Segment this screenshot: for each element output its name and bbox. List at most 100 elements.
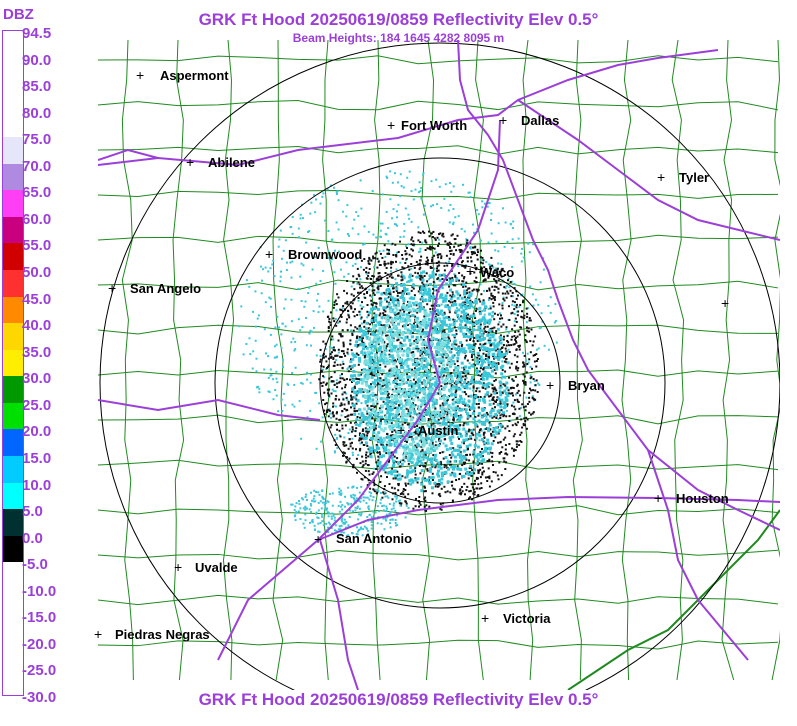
echo-pixel	[374, 329, 377, 332]
echo-pixel	[386, 405, 390, 408]
echo-pixel	[465, 382, 468, 385]
echo-pixel	[363, 325, 366, 328]
echo-pixel	[483, 428, 486, 431]
echo-pixel	[460, 283, 463, 286]
echo-pixel	[466, 412, 469, 416]
echo-pixel	[356, 314, 359, 316]
echo-pixel	[347, 432, 350, 434]
echo-pixel	[506, 453, 509, 456]
echo-pixel	[350, 329, 353, 332]
echo-pixel	[347, 402, 350, 405]
echo-pixel	[382, 331, 385, 334]
echo-pixel	[476, 288, 479, 291]
echo-pixel	[418, 412, 421, 415]
echo-pixel	[327, 357, 330, 360]
echo-pixel	[347, 400, 350, 403]
echo-pixel	[346, 280, 349, 282]
echo-pixel	[407, 459, 411, 462]
echo-pixel	[476, 290, 479, 293]
echo-pixel	[393, 297, 397, 301]
echo-pixel	[404, 482, 407, 485]
echo-pixel	[462, 474, 466, 478]
echo-pixel	[325, 360, 328, 363]
echo-pixel	[404, 421, 407, 424]
echo-pixel	[345, 461, 348, 464]
echo-pixel	[340, 414, 343, 417]
colorbar-tick-label: 50.0	[22, 264, 52, 282]
echo-pixel	[430, 180, 433, 183]
echo-pixel	[338, 320, 341, 323]
echo-pixel	[491, 365, 495, 369]
colorbar-tick-label: 0.0	[22, 529, 43, 547]
echo-pixel	[365, 456, 368, 459]
echo-pixel	[426, 424, 429, 427]
echo-pixel	[353, 410, 356, 413]
echo-pixel	[506, 425, 509, 428]
echo-pixel	[447, 325, 451, 329]
colorbar-tick-label: 40.0	[22, 317, 52, 335]
echo-pixel	[486, 333, 490, 337]
echo-pixel	[386, 314, 390, 318]
echo-pixel	[451, 435, 455, 439]
echo-pixel	[420, 296, 424, 300]
echo-pixel	[322, 192, 325, 195]
echo-pixel	[442, 418, 446, 422]
echo-pixel	[497, 279, 500, 282]
echo-pixel	[416, 442, 420, 446]
echo-pixel	[454, 448, 458, 452]
county-line	[771, 40, 780, 681]
echo-pixel	[496, 313, 499, 316]
echo-pixel	[463, 366, 466, 369]
echo-pixel	[413, 412, 417, 416]
echo-pixel	[260, 292, 263, 295]
echo-pixel	[449, 253, 452, 255]
echo-pixel	[464, 325, 468, 329]
colorbar-segment	[3, 137, 23, 165]
echo-pixel	[456, 292, 460, 296]
echo-pixel	[382, 448, 385, 451]
echo-pixel	[514, 408, 517, 411]
echo-pixel	[405, 398, 409, 402]
echo-pixel	[458, 492, 461, 495]
echo-pixel	[280, 347, 283, 349]
echo-pixel	[435, 320, 438, 323]
echo-pixel	[473, 231, 475, 234]
echo-pixel	[486, 476, 489, 479]
echo-pixel	[392, 331, 395, 334]
echo-pixel	[399, 461, 402, 464]
echo-pixel	[461, 302, 464, 306]
echo-pixel	[341, 387, 344, 390]
echo-pixel	[426, 396, 430, 400]
echo-pixel	[485, 418, 488, 422]
echo-pixel	[380, 415, 384, 419]
echo-pixel	[495, 240, 498, 243]
echo-pixel	[342, 350, 345, 353]
echo-pixel	[371, 190, 374, 193]
echo-pixel	[384, 385, 388, 389]
echo-pixel	[332, 380, 335, 383]
echo-pixel	[499, 317, 501, 320]
echo-pixel	[390, 349, 394, 353]
echo-pixel	[475, 307, 478, 310]
echo-pixel	[431, 441, 434, 444]
echo-pixel	[500, 451, 503, 453]
echo-pixel	[419, 250, 422, 253]
echo-pixel	[372, 431, 376, 435]
echo-pixel	[434, 337, 438, 341]
echo-pixel	[396, 406, 400, 410]
echo-pixel	[347, 447, 350, 450]
echo-pixel	[385, 443, 388, 446]
echo-pixel	[468, 318, 471, 320]
echo-pixel	[537, 382, 540, 385]
echo-pixel	[494, 349, 497, 352]
echo-pixel	[415, 347, 418, 350]
echo-pixel	[461, 250, 464, 253]
echo-pixel	[379, 439, 383, 443]
echo-pixel	[507, 279, 509, 282]
radar-echoes	[238, 170, 558, 537]
echo-pixel	[254, 339, 257, 342]
echo-pixel	[402, 276, 406, 280]
echo-pixel	[438, 438, 440, 441]
echo-pixel	[439, 404, 442, 407]
echo-pixel	[444, 491, 447, 494]
